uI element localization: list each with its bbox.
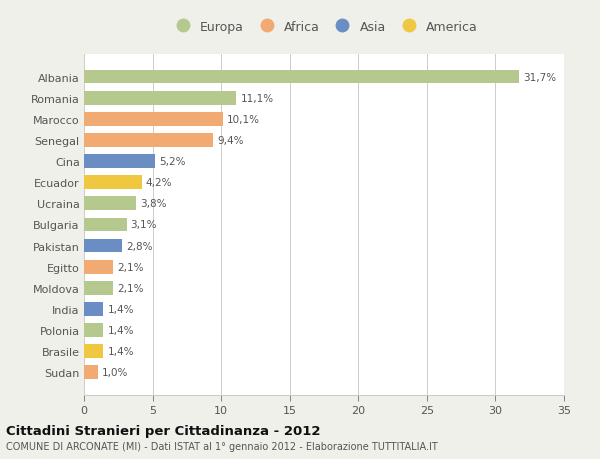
Text: 1,0%: 1,0% xyxy=(102,368,128,377)
Text: 9,4%: 9,4% xyxy=(217,135,244,146)
Text: 1,4%: 1,4% xyxy=(107,325,134,335)
Bar xyxy=(84,345,103,358)
Bar xyxy=(84,260,113,274)
Text: 5,2%: 5,2% xyxy=(160,157,186,167)
Text: Cittadini Stranieri per Cittadinanza - 2012: Cittadini Stranieri per Cittadinanza - 2… xyxy=(6,424,320,437)
Bar xyxy=(84,324,103,337)
Bar xyxy=(84,155,155,168)
Text: 11,1%: 11,1% xyxy=(241,94,274,103)
Text: COMUNE DI ARCONATE (MI) - Dati ISTAT al 1° gennaio 2012 - Elaborazione TUTTITALI: COMUNE DI ARCONATE (MI) - Dati ISTAT al … xyxy=(6,441,438,451)
Text: 2,1%: 2,1% xyxy=(117,283,143,293)
Text: 3,8%: 3,8% xyxy=(140,199,167,209)
Bar xyxy=(84,218,127,232)
Bar xyxy=(84,71,519,84)
Text: 3,1%: 3,1% xyxy=(131,220,157,230)
Text: 1,4%: 1,4% xyxy=(107,347,134,356)
Bar xyxy=(84,176,142,190)
Bar xyxy=(84,302,103,316)
Bar xyxy=(84,92,236,105)
Text: 1,4%: 1,4% xyxy=(107,304,134,314)
Legend: Europa, Africa, Asia, America: Europa, Africa, Asia, America xyxy=(170,21,478,34)
Bar xyxy=(84,112,223,126)
Text: 10,1%: 10,1% xyxy=(227,115,260,124)
Bar xyxy=(84,366,98,379)
Text: 4,2%: 4,2% xyxy=(146,178,172,188)
Bar xyxy=(84,281,113,295)
Text: 2,8%: 2,8% xyxy=(127,241,153,251)
Bar xyxy=(84,239,122,253)
Text: 31,7%: 31,7% xyxy=(523,73,556,82)
Text: 2,1%: 2,1% xyxy=(117,262,143,272)
Bar xyxy=(84,134,213,147)
Bar xyxy=(84,197,136,211)
